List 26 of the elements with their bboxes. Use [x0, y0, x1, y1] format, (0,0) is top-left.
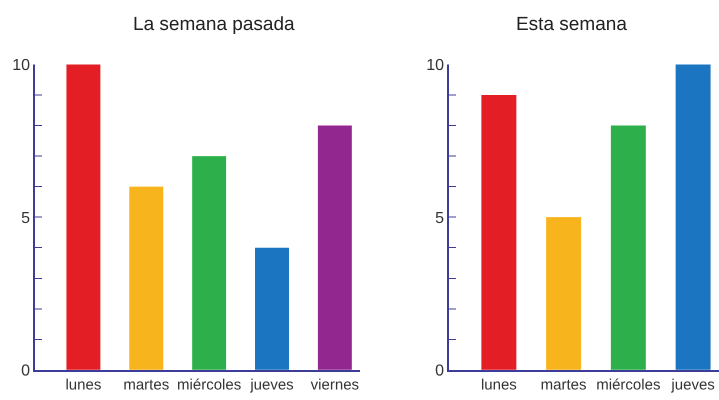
y-tick-label: 10: [12, 57, 30, 74]
bar: [318, 126, 352, 370]
x-tick-label: jueves: [249, 376, 294, 394]
x-tick-label: lunes: [65, 376, 102, 394]
chart-title: Esta semana: [516, 14, 628, 35]
x-tick-label: martes: [123, 376, 170, 394]
y-tick-label: 5: [21, 210, 30, 227]
x-tick-label: lunes: [480, 376, 517, 394]
y-tick-label: 0: [21, 362, 30, 380]
chart-title: La semana pasada: [133, 14, 296, 35]
x-tick-label: martes: [540, 376, 587, 394]
bar: [546, 217, 582, 370]
bar: [676, 64, 711, 370]
y-tick-label: 0: [435, 362, 444, 380]
bar: [255, 248, 289, 370]
y-tick-label: 5: [435, 210, 444, 227]
bar: [192, 156, 226, 370]
bar: [129, 186, 164, 370]
bar: [66, 64, 100, 370]
y-tick-label: 10: [426, 57, 444, 74]
x-tick-label: jueves: [670, 376, 715, 394]
bar: [610, 126, 646, 370]
bar: [481, 94, 516, 370]
x-tick-label: viernes: [310, 376, 360, 394]
x-tick-label: miércoles: [596, 376, 660, 394]
x-tick-label: miércoles: [177, 376, 242, 394]
